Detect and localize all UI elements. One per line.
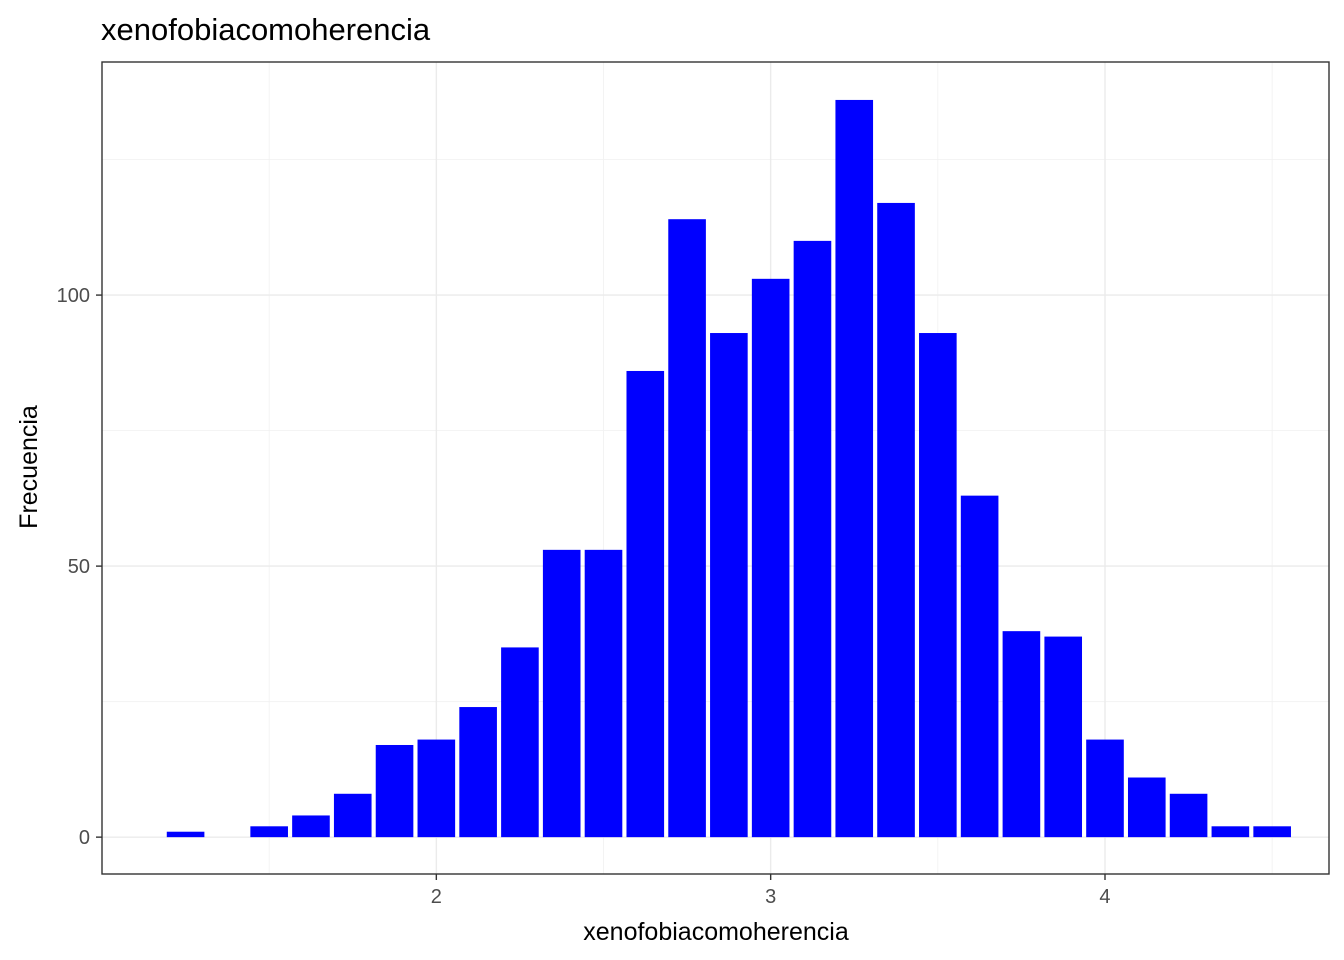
x-tick-label: 2 <box>431 886 442 908</box>
bar <box>751 278 790 838</box>
y-tick-label: 50 <box>68 556 90 578</box>
bar <box>710 333 748 838</box>
x-tick-label: 3 <box>765 886 776 908</box>
panel-border <box>101 61 1330 875</box>
y-axis: 0 50 100 <box>57 285 102 849</box>
bar <box>417 739 456 838</box>
bar <box>166 831 205 838</box>
bar <box>835 99 874 838</box>
bar <box>542 549 581 838</box>
bar <box>1169 793 1208 838</box>
bar <box>375 744 414 838</box>
bar <box>877 202 915 838</box>
bar <box>250 826 288 838</box>
bar <box>1002 631 1041 838</box>
bars <box>166 99 1291 838</box>
bar <box>501 647 539 838</box>
bar <box>292 815 330 838</box>
bar <box>668 219 706 838</box>
bar <box>626 370 665 838</box>
bar <box>333 793 372 838</box>
bar <box>1086 739 1124 838</box>
x-tick-label: 4 <box>1099 886 1110 908</box>
y-axis-title: Frecuencia <box>15 405 43 529</box>
bar <box>793 240 832 838</box>
y-tick-label: 0 <box>79 827 90 849</box>
y-tick-label: 100 <box>57 285 90 307</box>
bar <box>919 333 957 838</box>
x-axis-title: xenofobiacomoherencia <box>583 918 849 946</box>
bar <box>1211 826 1250 838</box>
bar <box>459 707 497 838</box>
chart-title: xenofobiacomoherencia <box>101 12 431 47</box>
bar <box>1044 636 1083 838</box>
bar <box>960 495 999 838</box>
bar <box>1253 826 1291 838</box>
x-axis: 2 3 4 <box>431 874 1111 908</box>
bar <box>1127 777 1166 838</box>
bar <box>584 549 623 838</box>
